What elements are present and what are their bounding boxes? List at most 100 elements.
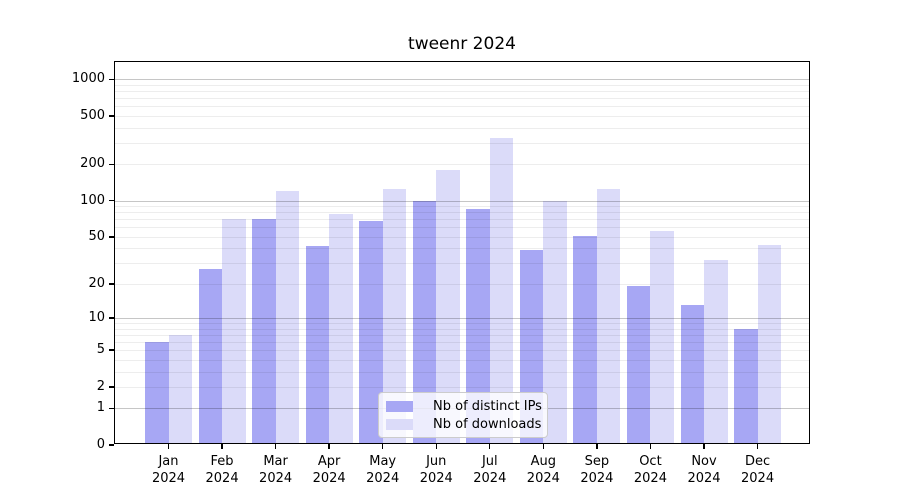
gridline-minor-200 [115,164,809,166]
legend-swatch-downloads [386,418,413,430]
y-axis-tick-20 [109,283,114,285]
x-axis-tick-label-feb: Feb 2024 [205,454,239,486]
y-axis-tick-label-5: 5 [96,342,105,358]
bar-downloads-nov [704,259,728,444]
bar-distinct-ips-nov [680,305,704,444]
y-axis-tick-label-500: 500 [80,107,105,123]
bar-downloads-dec [757,244,782,444]
bar-distinct-ips-dec [734,328,758,444]
gridline-minor-20 [115,283,809,285]
bar-distinct-ips-jan [145,341,169,444]
gridline-minor-400 [115,127,809,129]
x-axis-tick-label-jan: Jan 2024 [151,454,186,486]
y-axis-tick-label-100: 100 [80,192,105,208]
gridline-minor-7 [115,334,809,336]
gridline-minor-70 [115,219,809,221]
x-axis-tick-jun [435,443,437,449]
bar-downloads-jul [489,137,514,444]
x-axis-tick-feb [221,443,223,449]
x-axis-tick-mar [274,443,277,449]
y-axis-tick-5 [109,349,114,351]
bar-downloads-jan [168,334,192,444]
plot-area: Nb of distinct IPs Nb of downloads 0 1 2 5 1… [72,61,810,486]
x-axis-tick-nov [703,443,705,449]
gridline-major-100 [115,200,809,202]
y-axis-tick-label-200: 200 [80,156,105,172]
gridline-minor-40 [115,248,809,250]
legend: Nb of distinct IPs Nb of downloads [378,392,548,438]
bar-distinct-ips-feb [198,268,223,444]
gridline-minor-9 [115,323,809,325]
gridline-minor-30 [115,263,809,265]
x-axis-tick-oct [649,443,652,449]
y-axis-tick-label-20: 20 [88,275,105,291]
y-axis-tick-200 [109,163,114,165]
x-axis-tick-label-mar: Mar 2024 [259,454,293,486]
gridline-minor-4 [115,359,809,361]
legend-item-downloads: Nb of downloads [386,416,542,432]
gridline-minor-700 [115,98,809,100]
x-axis-tick-apr [328,443,330,449]
x-axis-tick-label-aug: Aug 2024 [526,454,560,486]
bar-distinct-ips-jul [466,208,490,444]
gridline-minor-300 [115,142,809,144]
legend-label-distinct-ips: Nb of distinct IPs [433,398,542,414]
gridline-minor-5 [115,350,809,352]
y-axis-tick-label-0: 0 [96,437,105,452]
bar-distinct-ips-sep [573,235,597,444]
y-axis-tick-2 [109,386,114,388]
gridline-minor-6 [115,341,809,343]
bar-downloads-may [382,188,407,444]
x-axis-tick-label-dec: Dec 2024 [741,454,775,486]
bar-downloads-aug [543,200,567,444]
y-axis-tick-label-1000: 1000 [71,71,105,87]
legend-label-downloads: Nb of downloads [433,416,542,432]
y-axis-tick-100 [109,200,114,202]
gridline-minor-90 [115,206,809,208]
y-axis-tick-label-50: 50 [88,228,105,244]
gridline-minor-3 [115,371,809,373]
y-axis-tick-1 [109,407,114,409]
y-axis-tick-label-1: 1 [96,400,105,416]
gridline-major-10 [115,318,809,320]
bar-distinct-ips-oct [626,286,651,444]
y-axis-tick-10 [109,317,114,319]
x-axis-tick-label-sep: Sep 2024 [580,454,614,486]
x-axis-tick-label-jul: Jul 2024 [473,454,507,486]
gridline-minor-2 [115,386,809,388]
gridline-minor-50 [115,236,809,238]
x-axis-tick-jul [489,443,491,449]
x-axis-tick-aug [542,443,545,449]
y-axis-tick-500 [109,115,114,117]
gridline-minor-900 [115,84,809,86]
x-axis-tick-label-oct: Oct 2024 [633,454,667,486]
gridline-minor-600 [115,106,809,108]
y-axis-tick-label-10: 10 [88,310,105,326]
x-axis-tick-sep [596,443,598,449]
gridline-minor-8 [115,328,809,330]
bar-downloads-sep [596,189,621,444]
y-axis-tick-1000 [109,78,114,80]
bar-distinct-ips-jun [412,200,437,444]
x-axis-tick-label-jun: Jun 2024 [419,454,453,486]
y-axis-tick-0 [109,444,114,446]
bar-distinct-ips-mar [252,219,276,444]
gridline-minor-80 [115,212,809,214]
x-axis-tick-label-may: May 2024 [366,454,400,486]
bar-downloads-jun [436,169,460,444]
x-axis-tick-dec [756,443,759,449]
gridline-major-1000 [115,79,809,81]
gridline-minor-60 [115,227,809,229]
legend-swatch-distinct-ips [386,400,413,412]
gridline-minor-500 [115,115,809,117]
x-axis-tick-may [382,443,384,449]
legend-item-distinct-ips: Nb of distinct IPs [386,398,542,414]
bar-downloads-feb [222,219,246,444]
x-axis-tick-label-nov: Nov 2024 [687,454,721,486]
bar-downloads-mar [275,191,300,444]
y-axis-tick-label-2: 2 [96,378,105,394]
y-axis-tick-50 [109,236,114,238]
gridline-minor-800 [115,91,809,93]
x-axis-tick-label-apr: Apr 2024 [312,454,346,486]
